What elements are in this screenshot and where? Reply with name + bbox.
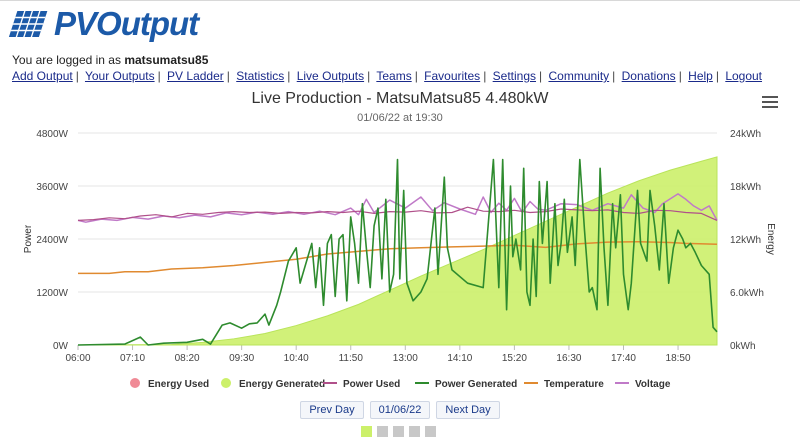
y-tick-right: 12kWh — [730, 235, 761, 246]
next-day-button[interactable]: Next Day — [436, 401, 500, 419]
legend-label: Energy Used — [148, 379, 209, 390]
date-button[interactable]: 01/06/22 — [369, 401, 431, 419]
pager-dots — [361, 426, 436, 437]
x-tick-label: 08:20 — [175, 353, 200, 364]
x-tick-label: 06:00 — [65, 353, 90, 364]
nav-pv-ladder[interactable]: PV Ladder — [167, 69, 224, 83]
legend-label: Temperature — [544, 379, 604, 390]
nav-favourites[interactable]: Favourites — [424, 69, 481, 83]
x-tick-label: 16:30 — [556, 353, 581, 364]
nav-your-outputs[interactable]: Your Outputs — [84, 69, 155, 83]
nav-logout[interactable]: Logout — [725, 69, 763, 83]
y-tick-right: 18kWh — [730, 182, 761, 193]
logo-text: PVOutput — [54, 5, 199, 42]
nav-community[interactable]: Community — [548, 69, 610, 83]
pager-dot[interactable] — [361, 426, 372, 437]
x-tick-label: 15:20 — [502, 353, 527, 364]
x-tick-label: 09:30 — [229, 353, 254, 364]
y-tick-left: 0W — [53, 341, 69, 352]
voltage-line — [77, 193, 718, 223]
nav-help[interactable]: Help — [688, 69, 713, 83]
nav-teams[interactable]: Teams — [376, 69, 412, 83]
login-prefix: You are logged in as — [12, 53, 121, 67]
pager-dot[interactable] — [393, 426, 404, 437]
y-tick-left: 2400W — [36, 235, 68, 246]
legend-label: Voltage — [635, 379, 671, 390]
x-tick-label: 07:10 — [120, 353, 145, 364]
pvoutput-logo[interactable]: PVOutput — [8, 5, 199, 42]
prev-day-button[interactable]: Prev Day — [300, 401, 364, 419]
day-navigation: Prev Day 01/06/22 Next Day — [0, 401, 800, 419]
y-tick-right: 6.0kWh — [730, 288, 764, 299]
solar-panel-icon — [8, 11, 48, 37]
legend-label: Power Used — [343, 379, 400, 390]
y-tick-left: 3600W — [36, 182, 68, 193]
y-tick-right: 24kWh — [730, 129, 761, 140]
temperature-line — [78, 240, 718, 275]
x-tick-label: 14:10 — [447, 353, 472, 364]
legend-label: Power Generated — [435, 379, 517, 390]
x-tick-label: 10:40 — [284, 353, 309, 364]
nav-live-outputs[interactable]: Live Outputs — [296, 69, 365, 83]
energy-generated-area — [77, 156, 718, 346]
legend-label: Energy Generated — [239, 379, 325, 390]
top-border — [0, 0, 800, 1]
nav-statistics[interactable]: Statistics — [236, 69, 285, 83]
y-tick-right: 0kWh — [730, 341, 756, 352]
legend-symbol — [221, 378, 231, 388]
y-axis-label-right: Energy — [765, 223, 776, 255]
chart-title: Live Production - MatsuMatsu85 4.480kW — [251, 90, 549, 107]
y-axis-label-left: Power — [23, 224, 34, 253]
nav-add-output[interactable]: Add Output — [12, 69, 73, 83]
main-nav: Add Output | Your Outputs | PV Ladder | Sta… — [12, 69, 763, 83]
x-tick-label: 17:40 — [611, 353, 636, 364]
power-used-line — [77, 206, 718, 221]
y-tick-left: 1200W — [36, 288, 68, 299]
nav-settings[interactable]: Settings — [492, 69, 537, 83]
legend-symbol — [130, 378, 140, 388]
chart-menu-icon[interactable] — [762, 96, 778, 108]
x-tick-label: 13:00 — [393, 353, 418, 364]
nav-donations[interactable]: Donations — [621, 69, 676, 83]
power-generated-line — [77, 158, 718, 346]
login-username: matsumatsu85 — [124, 53, 209, 67]
y-tick-left: 4800W — [36, 129, 68, 140]
login-status: You are logged in as matsumatsu85 — [12, 53, 208, 67]
x-tick-label: 18:50 — [666, 353, 691, 364]
chart-subtitle: 01/06/22 at 19:30 — [357, 112, 443, 124]
pager-dot[interactable] — [425, 426, 436, 437]
x-tick-label: 11:50 — [339, 353, 364, 364]
live-production-chart: 0W 0kWh 1200W 6.0kWh 2400W 12kWh 3600W 18kWh 480… — [23, 129, 776, 390]
pager-dot[interactable] — [409, 426, 420, 437]
pager-dot[interactable] — [377, 426, 388, 437]
